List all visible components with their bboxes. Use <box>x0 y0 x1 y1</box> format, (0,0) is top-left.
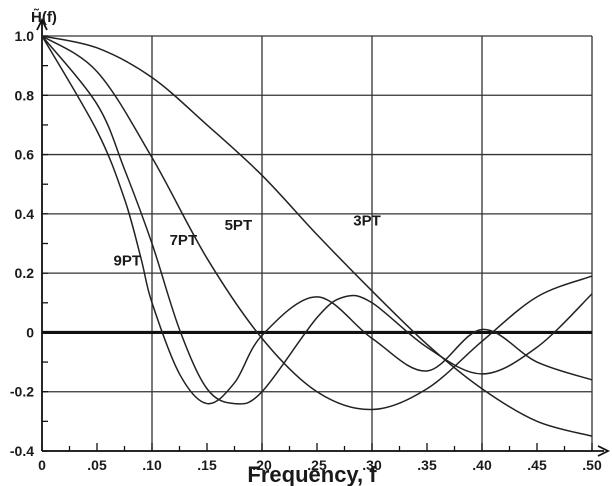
series-line-3pt <box>41 35 593 437</box>
series-label-5pt: 5PT <box>225 217 253 234</box>
x-tick-label: .25 <box>307 457 327 473</box>
series-labels: 3PT 5PT 7PT 9PT <box>114 213 381 270</box>
series-label-7pt: 7PT <box>170 232 198 249</box>
x-axis-arrow <box>597 445 611 457</box>
series-line-9pt <box>41 35 593 405</box>
x-tick-label: .45 <box>527 457 547 473</box>
series-line-7pt <box>41 35 593 405</box>
y-axis-label: H̃(f) <box>31 8 57 26</box>
y-tick-label: 0.6 <box>15 147 35 163</box>
x-axis-label: Frequency, f <box>247 462 377 486</box>
y-tick-label: 0 <box>26 324 34 340</box>
y-tick-label: -0.2 <box>10 384 34 400</box>
x-tick-label: .40 <box>472 457 492 473</box>
axes <box>36 17 611 457</box>
series-line-5pt <box>41 35 593 411</box>
y-tick-label: -0.4 <box>10 443 34 459</box>
x-tick-label: .30 <box>362 457 382 473</box>
y-tick-label: 1.0 <box>15 28 35 44</box>
y-tick-label: 0.2 <box>15 265 35 281</box>
grid <box>42 35 593 452</box>
series-label-9pt: 9PT <box>114 253 142 270</box>
x-tick-label: .20 <box>252 457 272 473</box>
y-tick-label: 0.8 <box>15 87 35 103</box>
x-tick-label: 0 <box>38 457 46 473</box>
x-tick-label: .35 <box>417 457 437 473</box>
series-label-3pt: 3PT <box>353 213 381 230</box>
x-tick-label: .10 <box>142 457 162 473</box>
x-tick-label: .05 <box>87 457 107 473</box>
tick-labels: 0 .05 .10 .15 .20 .25 .30 .35 .40 .45 .50 1.0 0.8 0.6… <box>10 28 602 473</box>
y-axis-arrow <box>36 17 48 31</box>
x-tick-label: .50 <box>582 457 602 473</box>
series-lines <box>41 35 593 437</box>
y-tick-label: 0.4 <box>15 206 35 222</box>
x-tick-label: .15 <box>197 457 217 473</box>
